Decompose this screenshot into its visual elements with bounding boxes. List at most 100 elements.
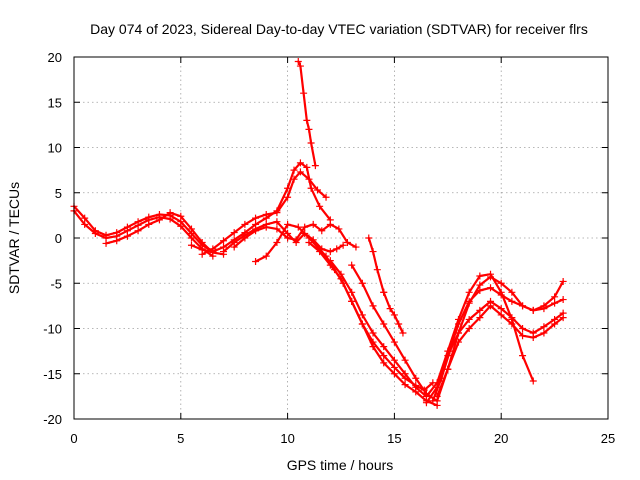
data-point	[386, 305, 394, 313]
data-point	[335, 225, 343, 233]
data-point	[241, 234, 249, 242]
data-point	[166, 209, 174, 217]
data-point	[465, 315, 473, 323]
data-point	[559, 314, 567, 322]
y-tick-label: 15	[48, 95, 62, 110]
data-point	[305, 125, 313, 133]
data-point	[401, 381, 409, 389]
data-point	[326, 220, 334, 228]
data-point	[559, 296, 567, 304]
data-point	[519, 352, 527, 360]
x-tick-label: 25	[601, 431, 615, 446]
data-point	[309, 220, 317, 228]
data-point	[454, 320, 462, 328]
y-tick-label: 5	[55, 186, 62, 201]
data-point	[209, 245, 217, 253]
series-line	[201, 170, 328, 256]
data-point	[412, 383, 420, 391]
data-point	[252, 227, 260, 235]
x-tick-label: 15	[387, 431, 401, 446]
data-point	[476, 286, 484, 294]
data-point	[497, 311, 505, 319]
data-point	[519, 302, 527, 310]
data-point	[390, 370, 398, 378]
y-tick-label: 10	[48, 141, 62, 156]
x-tick-label: 0	[70, 431, 77, 446]
data-point	[252, 258, 260, 266]
data-point	[551, 299, 559, 307]
data-point	[273, 239, 281, 247]
data-point	[422, 390, 430, 398]
data-point	[318, 227, 326, 235]
data-point	[187, 241, 195, 249]
data-point	[487, 284, 495, 292]
data-point	[230, 243, 238, 251]
series-line	[104, 211, 225, 256]
data-point	[326, 257, 334, 265]
x-tick-label: 5	[177, 431, 184, 446]
series-line	[431, 300, 565, 402]
data-point	[155, 216, 163, 224]
data-point	[301, 223, 309, 231]
data-point	[284, 234, 292, 242]
data-point	[348, 288, 356, 296]
data-point	[508, 288, 516, 296]
data-point	[476, 314, 484, 322]
data-point	[465, 288, 473, 296]
x-axis: 0 5 10 15 20 25	[70, 57, 615, 446]
data-point	[465, 325, 473, 332]
data-point	[465, 297, 473, 305]
data-point	[395, 320, 403, 328]
data-point	[314, 186, 322, 194]
data-point	[401, 370, 409, 378]
data-point	[540, 305, 548, 313]
data-point	[290, 175, 298, 183]
data-point	[497, 305, 505, 313]
data-point	[284, 193, 292, 201]
data-point	[230, 229, 238, 237]
series-line	[329, 259, 535, 398]
data-point	[307, 184, 315, 192]
data-point	[241, 220, 249, 228]
series-track-7	[230, 220, 360, 251]
data-point	[294, 223, 302, 231]
data-point	[339, 241, 347, 249]
y-tick-label: -5	[50, 276, 62, 291]
data-point	[380, 352, 388, 360]
data-point	[296, 62, 304, 70]
data-point	[348, 297, 356, 305]
data-point	[262, 252, 270, 260]
data-point	[273, 218, 281, 226]
data-point	[311, 162, 319, 170]
series-track-16	[365, 234, 388, 296]
data-point	[412, 374, 420, 382]
data-point	[508, 297, 516, 305]
grid-lines	[74, 57, 608, 419]
data-point	[508, 320, 516, 328]
data-point	[433, 392, 441, 400]
data-point	[102, 239, 110, 247]
data-point	[262, 223, 270, 231]
y-tick-label: 0	[55, 231, 62, 246]
data-point	[551, 320, 559, 328]
data-point	[476, 306, 484, 314]
data-point	[540, 323, 548, 331]
data-point	[177, 222, 185, 230]
data-point	[454, 338, 462, 346]
data-point	[529, 334, 537, 342]
data-point	[390, 356, 398, 364]
data-point	[262, 210, 270, 218]
data-point	[358, 311, 366, 319]
data-point	[444, 365, 452, 373]
data-point	[273, 209, 281, 217]
y-axis-title: SDTVAR / TECUs	[6, 182, 22, 294]
data-point	[559, 277, 567, 285]
data-point	[487, 302, 495, 310]
y-tick-label: 20	[48, 50, 62, 65]
data-point	[497, 279, 505, 287]
data-point	[551, 293, 559, 301]
data-point	[358, 279, 366, 287]
data-point	[508, 314, 516, 322]
data-point	[300, 89, 308, 97]
data-point	[337, 270, 345, 278]
